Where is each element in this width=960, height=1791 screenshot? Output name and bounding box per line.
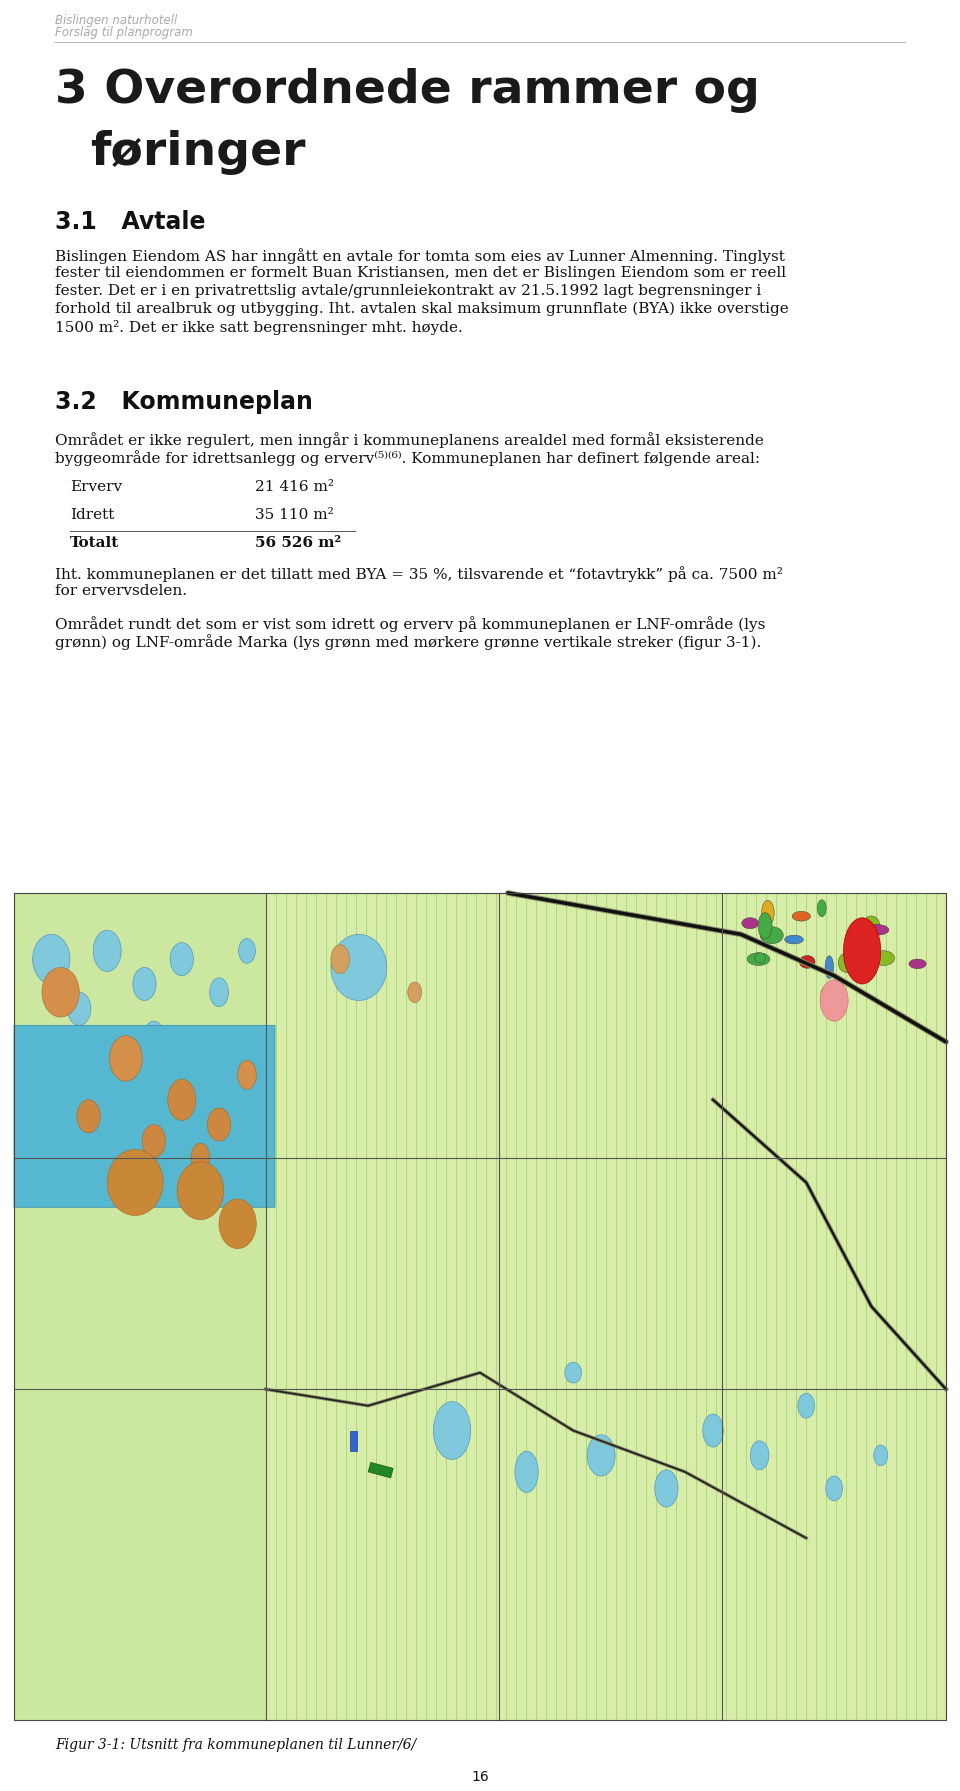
Bar <box>14 894 946 1719</box>
Bar <box>369 1461 394 1478</box>
Bar <box>14 894 266 1719</box>
Ellipse shape <box>844 946 859 973</box>
Ellipse shape <box>239 938 255 964</box>
Ellipse shape <box>874 1445 888 1465</box>
Ellipse shape <box>408 981 421 1003</box>
Ellipse shape <box>817 899 827 917</box>
Ellipse shape <box>67 992 91 1024</box>
Ellipse shape <box>784 935 804 944</box>
Ellipse shape <box>207 1109 230 1141</box>
Ellipse shape <box>747 953 770 965</box>
Ellipse shape <box>515 1451 539 1492</box>
Ellipse shape <box>792 912 810 921</box>
FancyBboxPatch shape <box>14 1024 275 1207</box>
Ellipse shape <box>77 1100 100 1134</box>
Ellipse shape <box>238 1060 256 1089</box>
Ellipse shape <box>873 951 895 965</box>
Ellipse shape <box>742 917 758 930</box>
Text: Bislingen naturhotell: Bislingen naturhotell <box>55 14 178 27</box>
Ellipse shape <box>33 935 70 983</box>
Ellipse shape <box>109 1035 142 1082</box>
Ellipse shape <box>42 967 80 1017</box>
Ellipse shape <box>219 1198 256 1248</box>
Ellipse shape <box>760 926 783 944</box>
Ellipse shape <box>564 1363 582 1383</box>
Ellipse shape <box>209 978 228 1007</box>
Ellipse shape <box>821 987 834 999</box>
Text: Idrett: Idrett <box>70 509 114 521</box>
Text: føringer: føringer <box>90 131 305 176</box>
Ellipse shape <box>798 1393 815 1418</box>
Text: 56 526 m²: 56 526 m² <box>255 536 341 550</box>
Ellipse shape <box>863 915 879 935</box>
Text: Erverv: Erverv <box>70 480 122 494</box>
Text: Forslag til planprogram: Forslag til planprogram <box>55 27 193 39</box>
Ellipse shape <box>844 917 880 983</box>
Ellipse shape <box>142 1125 165 1157</box>
Text: byggeområde for idrettsanlegg og erverv⁽⁵⁾⁽⁶⁾. Kommuneplanen har definert følgen: byggeområde for idrettsanlegg og erverv⁽… <box>55 450 760 466</box>
Ellipse shape <box>331 935 387 1001</box>
Ellipse shape <box>751 1442 769 1470</box>
Ellipse shape <box>144 1021 163 1046</box>
Ellipse shape <box>761 901 774 926</box>
Ellipse shape <box>168 1078 196 1121</box>
Text: 21 416 m²: 21 416 m² <box>255 480 334 494</box>
Text: for ervervsdelen.: for ervervsdelen. <box>55 584 187 598</box>
Ellipse shape <box>755 953 765 964</box>
Text: fester. Det er i en privatrettslig avtale/grunnleiekontrakt av 21.5.1992 lagt be: fester. Det er i en privatrettslig avtal… <box>55 285 761 297</box>
Ellipse shape <box>800 956 815 969</box>
Text: grønn) og LNF-område Marka (lys grønn med mørkere grønne vertikale streker (figu: grønn) og LNF-område Marka (lys grønn me… <box>55 634 761 650</box>
Ellipse shape <box>331 944 349 974</box>
Ellipse shape <box>909 958 926 969</box>
Text: 35 110 m²: 35 110 m² <box>255 509 334 521</box>
Text: Området er ikke regulert, men inngår i kommuneplanens arealdel med formål eksist: Området er ikke regulert, men inngår i k… <box>55 432 764 448</box>
Ellipse shape <box>433 1402 470 1460</box>
Ellipse shape <box>192 1037 208 1062</box>
Ellipse shape <box>865 924 889 935</box>
Ellipse shape <box>838 953 854 973</box>
Bar <box>14 894 946 1719</box>
Bar <box>349 1431 357 1451</box>
Bar <box>266 894 946 1719</box>
Text: 3 Overordnede rammer og: 3 Overordnede rammer og <box>55 68 760 113</box>
Ellipse shape <box>703 1415 723 1447</box>
Ellipse shape <box>820 980 848 1021</box>
Ellipse shape <box>170 942 193 976</box>
Ellipse shape <box>93 930 121 971</box>
Ellipse shape <box>825 956 833 978</box>
Text: 3.1   Avtale: 3.1 Avtale <box>55 210 205 235</box>
Ellipse shape <box>108 1150 163 1216</box>
Ellipse shape <box>191 1143 209 1171</box>
Text: fester til eiendommen er formelt Buan Kristiansen, men det er Bislingen Eiendom : fester til eiendommen er formelt Buan Kr… <box>55 267 786 279</box>
Text: 1500 m². Det er ikke satt begrensninger mht. høyde.: 1500 m². Det er ikke satt begrensninger … <box>55 321 463 335</box>
Ellipse shape <box>655 1470 678 1506</box>
Text: 3.2   Kommuneplan: 3.2 Kommuneplan <box>55 390 313 414</box>
Ellipse shape <box>588 1435 615 1476</box>
Ellipse shape <box>826 1476 843 1501</box>
Text: 16: 16 <box>471 1770 489 1784</box>
Text: Iht. kommuneplanen er det tillatt med BYA = 35 %, tilsvarende et “fotavtrykk” på: Iht. kommuneplanen er det tillatt med BY… <box>55 566 782 582</box>
Text: Området rundt det som er vist som idrett og erverv på kommuneplanen er LNF-områd: Området rundt det som er vist som idrett… <box>55 616 765 632</box>
Text: Bislingen Eiendom AS har inngått en avtale for tomta som eies av Lunner Almennin: Bislingen Eiendom AS har inngått en avta… <box>55 247 785 263</box>
Text: forhold til arealbruk og utbygging. Iht. avtalen skal maksimum grunnflate (BYA) : forhold til arealbruk og utbygging. Iht.… <box>55 303 789 317</box>
Ellipse shape <box>177 1162 224 1220</box>
Ellipse shape <box>132 967 156 1001</box>
Text: Figur 3-1: Utsnitt fra kommuneplanen til Lunner/6/: Figur 3-1: Utsnitt fra kommuneplanen til… <box>55 1737 416 1752</box>
Text: Totalt: Totalt <box>70 536 119 550</box>
Ellipse shape <box>758 913 772 938</box>
